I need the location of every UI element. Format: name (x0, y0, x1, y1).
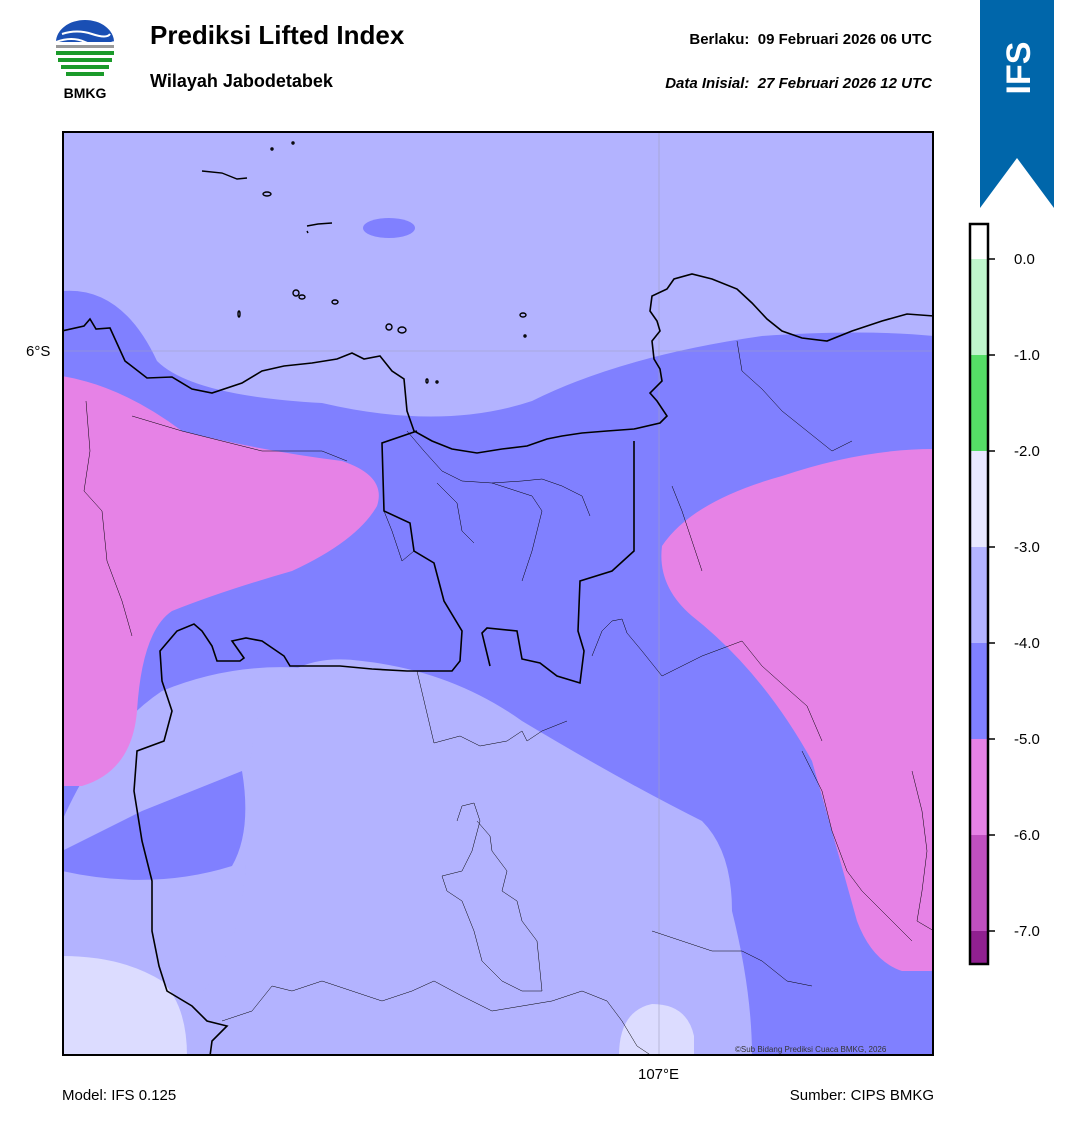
valid-time: Berlaku: 09 Februari 2026 06 UTC (689, 31, 932, 48)
model-label: Model: IFS 0.125 (62, 1087, 177, 1104)
coastline (62, 273, 934, 454)
colorbar-tick-label: 0.0 (1014, 251, 1035, 268)
province-boundary-west (133, 430, 463, 1056)
map-copyright: ©Sub Bidang Prediksi Cuaca BMKG, 2026 (735, 1045, 887, 1054)
forecast-map (62, 131, 934, 1056)
colorbar-tick-label: -3.0 (1014, 539, 1040, 556)
colorbar-band (970, 451, 988, 547)
ribbon-text: IFS (1000, 42, 1038, 95)
map-frame (62, 131, 934, 1056)
initial-value: 27 Februari 2026 12 UTC (757, 75, 932, 92)
map-subtitle: Wilayah Jabodetabek (150, 71, 333, 91)
colorbar-band (970, 835, 988, 931)
colorbar-tick-label: -4.0 (1014, 635, 1040, 652)
colorbar-tick-label: -6.0 (1014, 827, 1040, 844)
map-canvas (62, 131, 934, 1056)
colorbar-band (970, 224, 988, 259)
valid-value: 09 Februari 2026 06 UTC (757, 31, 932, 48)
model-ribbon: IFS (980, 0, 1054, 210)
colorbar-band (970, 643, 988, 739)
contour-band-2-3-sw (62, 956, 187, 1056)
bmkg-logo-icon: BMKG (55, 20, 115, 101)
colorbar-band (970, 355, 988, 451)
source-label: Sumber: CIPS BMKG (789, 1087, 934, 1104)
colorbar-band (970, 547, 988, 643)
province-boundary-east (481, 441, 635, 685)
initial-label: Data Inisial: (665, 75, 750, 92)
contour-band-5-6-west (62, 376, 379, 786)
colorbar-tick-label: -5.0 (1014, 731, 1040, 748)
colorbar-band (970, 259, 988, 355)
bmkg-logo: BMKG (52, 20, 118, 102)
colorbar: 0.0 -1.0 -2.0 -3.0 -4.0 -5.0 -6.0 -7.0 (968, 222, 1068, 970)
contour-band-5-6-east (661, 449, 934, 971)
lon-tick-label: 107°E (638, 1066, 680, 1083)
map-title: Prediksi Lifted Index (150, 20, 405, 50)
islands (201, 141, 527, 384)
valid-label: Berlaku: (689, 31, 750, 48)
colorbar-frame (968, 222, 990, 966)
contour-band-2-3-s (619, 1004, 694, 1056)
initial-time: Data Inisial: 27 Februari 2026 12 UTC (665, 75, 932, 92)
colorbar-tick-label: -7.0 (1014, 923, 1040, 940)
colorbar-tick-label: -2.0 (1014, 443, 1040, 460)
colorbar-band (970, 739, 988, 835)
colorbar-tick-label: -1.0 (1014, 347, 1040, 364)
regency-boundaries (83, 340, 934, 1056)
svg-text:BMKG: BMKG (64, 85, 107, 101)
lat-tick-label: 6°S (26, 343, 51, 360)
colorbar-band (970, 931, 988, 964)
